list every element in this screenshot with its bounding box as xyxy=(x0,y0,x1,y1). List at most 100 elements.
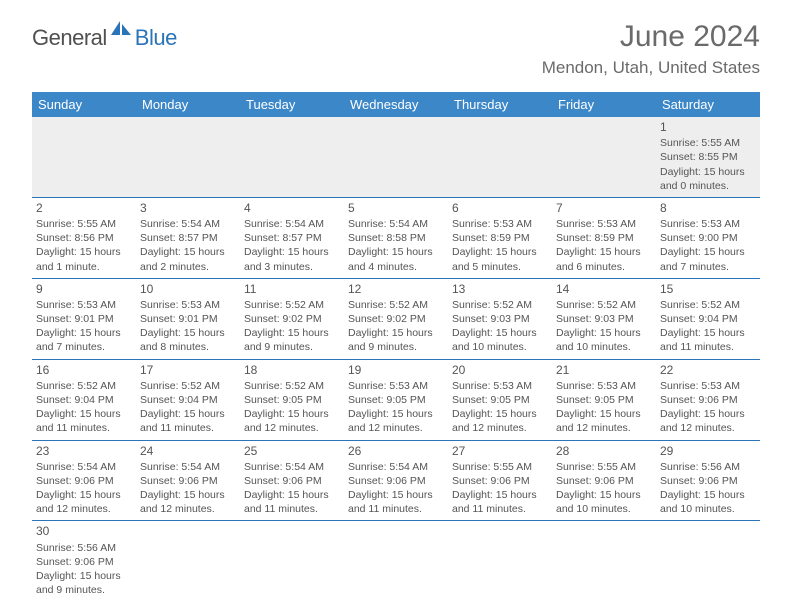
day-info-line: Sunrise: 5:53 AM xyxy=(660,217,756,231)
day-info-line: Sunrise: 5:54 AM xyxy=(348,217,444,231)
day-info-line: Sunrise: 5:54 AM xyxy=(140,460,236,474)
day-info-line: Sunrise: 5:55 AM xyxy=(660,136,756,150)
calendar-cell: 27Sunrise: 5:55 AMSunset: 9:06 PMDayligh… xyxy=(448,440,552,521)
calendar-cell: 8Sunrise: 5:53 AMSunset: 9:00 PMDaylight… xyxy=(656,197,760,278)
day-info-line: Sunrise: 5:53 AM xyxy=(348,379,444,393)
day-number: 5 xyxy=(348,200,444,216)
calendar-row: 16Sunrise: 5:52 AMSunset: 9:04 PMDayligh… xyxy=(32,359,760,440)
calendar-cell xyxy=(656,521,760,601)
day-info-line: Sunset: 9:06 PM xyxy=(660,474,756,488)
calendar-cell xyxy=(344,521,448,601)
day-info-line: Sunset: 9:01 PM xyxy=(140,312,236,326)
day-info-line: Daylight: 15 hours xyxy=(244,407,340,421)
day-info-line: Daylight: 15 hours xyxy=(348,407,444,421)
day-info-line: Sunrise: 5:52 AM xyxy=(452,298,548,312)
day-info-line: and 12 minutes. xyxy=(452,421,548,435)
day-info-line: and 1 minute. xyxy=(36,260,132,274)
day-info-line: Sunset: 9:05 PM xyxy=(348,393,444,407)
day-info-line: Sunset: 9:04 PM xyxy=(660,312,756,326)
logo: General Blue xyxy=(32,20,177,55)
day-info-line: Sunset: 8:57 PM xyxy=(244,231,340,245)
day-number: 15 xyxy=(660,281,756,297)
day-number: 8 xyxy=(660,200,756,216)
day-info-line: Sunrise: 5:53 AM xyxy=(452,379,548,393)
calendar-cell: 28Sunrise: 5:55 AMSunset: 9:06 PMDayligh… xyxy=(552,440,656,521)
calendar-cell: 15Sunrise: 5:52 AMSunset: 9:04 PMDayligh… xyxy=(656,278,760,359)
day-info-line: Daylight: 15 hours xyxy=(660,165,756,179)
day-info-line: Sunset: 9:00 PM xyxy=(660,231,756,245)
day-info-line: and 11 minutes. xyxy=(140,421,236,435)
day-info-line: Sunrise: 5:53 AM xyxy=(556,379,652,393)
day-info-line: Sunrise: 5:54 AM xyxy=(36,460,132,474)
calendar-cell: 26Sunrise: 5:54 AMSunset: 9:06 PMDayligh… xyxy=(344,440,448,521)
day-info-line: and 9 minutes. xyxy=(244,340,340,354)
day-info-line: Sunset: 9:06 PM xyxy=(348,474,444,488)
day-number: 14 xyxy=(556,281,652,297)
calendar-cell: 13Sunrise: 5:52 AMSunset: 9:03 PMDayligh… xyxy=(448,278,552,359)
page-header: General Blue June 2024 Mendon, Utah, Uni… xyxy=(0,0,792,86)
day-header: Sunday xyxy=(32,92,136,117)
day-info-line: Sunrise: 5:55 AM xyxy=(452,460,548,474)
day-info-line: Sunrise: 5:56 AM xyxy=(660,460,756,474)
day-info-line: Daylight: 15 hours xyxy=(36,326,132,340)
calendar-cell: 20Sunrise: 5:53 AMSunset: 9:05 PMDayligh… xyxy=(448,359,552,440)
day-info-line: Sunset: 9:01 PM xyxy=(36,312,132,326)
day-info-line: and 10 minutes. xyxy=(556,502,652,516)
day-info-line: Daylight: 15 hours xyxy=(348,488,444,502)
day-info-line: Daylight: 15 hours xyxy=(556,326,652,340)
day-info-line: and 11 minutes. xyxy=(348,502,444,516)
day-info-line: Sunset: 8:56 PM xyxy=(36,231,132,245)
day-info-line: Daylight: 15 hours xyxy=(660,407,756,421)
day-info-line: Sunset: 9:06 PM xyxy=(36,474,132,488)
calendar-row: 30Sunrise: 5:56 AMSunset: 9:06 PMDayligh… xyxy=(32,521,760,601)
day-info-line: Daylight: 15 hours xyxy=(140,407,236,421)
day-info-line: Sunrise: 5:52 AM xyxy=(140,379,236,393)
day-info-line: Sunset: 9:06 PM xyxy=(244,474,340,488)
day-info-line: Sunset: 8:59 PM xyxy=(452,231,548,245)
calendar-cell: 21Sunrise: 5:53 AMSunset: 9:05 PMDayligh… xyxy=(552,359,656,440)
day-info-line: Daylight: 15 hours xyxy=(452,326,548,340)
day-info-line: Daylight: 15 hours xyxy=(140,488,236,502)
day-info-line: and 5 minutes. xyxy=(452,260,548,274)
calendar-cell xyxy=(240,521,344,601)
logo-text-general: General xyxy=(32,25,107,51)
day-info-line: Sunrise: 5:53 AM xyxy=(660,379,756,393)
day-info-line: and 12 minutes. xyxy=(348,421,444,435)
logo-text-blue: Blue xyxy=(135,25,177,51)
day-info-line: Sunset: 9:06 PM xyxy=(140,474,236,488)
day-info-line: Sunrise: 5:53 AM xyxy=(140,298,236,312)
day-info-line: Sunset: 9:06 PM xyxy=(556,474,652,488)
day-info-line: and 11 minutes. xyxy=(452,502,548,516)
day-info-line: and 8 minutes. xyxy=(140,340,236,354)
day-number: 16 xyxy=(36,362,132,378)
day-number: 18 xyxy=(244,362,340,378)
day-info-line: and 9 minutes. xyxy=(36,583,132,597)
day-info-line: Sunrise: 5:53 AM xyxy=(556,217,652,231)
day-info-line: and 4 minutes. xyxy=(348,260,444,274)
sail-icon xyxy=(111,20,133,41)
calendar-cell: 22Sunrise: 5:53 AMSunset: 9:06 PMDayligh… xyxy=(656,359,760,440)
day-info-line: Daylight: 15 hours xyxy=(660,245,756,259)
day-info-line: Sunrise: 5:53 AM xyxy=(452,217,548,231)
day-info-line: and 12 minutes. xyxy=(140,502,236,516)
day-info-line: Daylight: 15 hours xyxy=(452,407,548,421)
day-info-line: Daylight: 15 hours xyxy=(140,245,236,259)
month-title: June 2024 xyxy=(542,20,760,54)
day-info-line: Sunrise: 5:56 AM xyxy=(36,541,132,555)
day-info-line: and 11 minutes. xyxy=(244,502,340,516)
day-info-line: Daylight: 15 hours xyxy=(36,245,132,259)
calendar-cell xyxy=(448,117,552,197)
day-info-line: Daylight: 15 hours xyxy=(36,569,132,583)
day-info-line: Daylight: 15 hours xyxy=(244,326,340,340)
day-header: Saturday xyxy=(656,92,760,117)
calendar-row: 23Sunrise: 5:54 AMSunset: 9:06 PMDayligh… xyxy=(32,440,760,521)
calendar-cell xyxy=(448,521,552,601)
calendar-cell: 9Sunrise: 5:53 AMSunset: 9:01 PMDaylight… xyxy=(32,278,136,359)
calendar-cell: 14Sunrise: 5:52 AMSunset: 9:03 PMDayligh… xyxy=(552,278,656,359)
day-number: 12 xyxy=(348,281,444,297)
calendar-cell: 16Sunrise: 5:52 AMSunset: 9:04 PMDayligh… xyxy=(32,359,136,440)
calendar-cell: 29Sunrise: 5:56 AMSunset: 9:06 PMDayligh… xyxy=(656,440,760,521)
calendar-cell xyxy=(240,117,344,197)
calendar-cell xyxy=(552,117,656,197)
day-info-line: Sunset: 8:57 PM xyxy=(140,231,236,245)
